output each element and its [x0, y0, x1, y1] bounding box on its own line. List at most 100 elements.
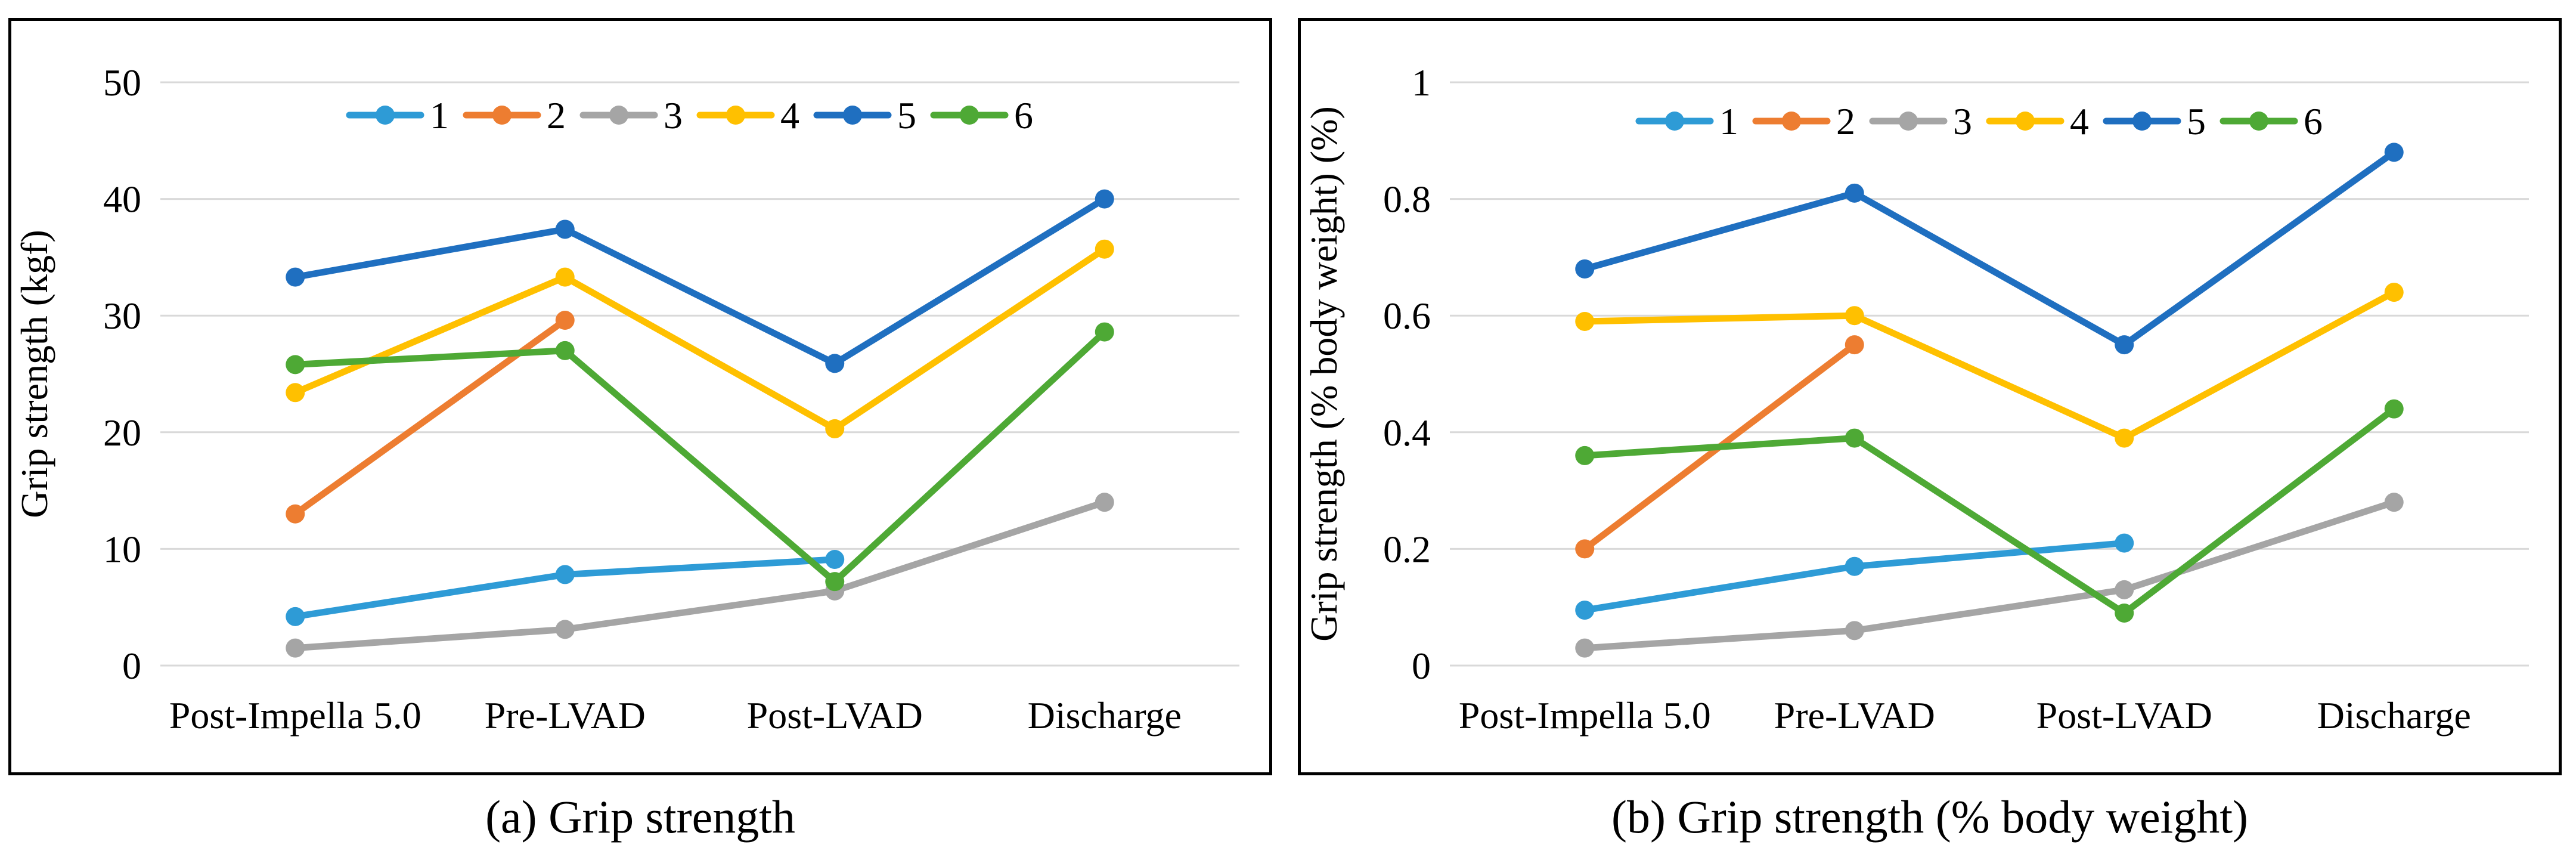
a-series-4-point [825, 419, 845, 438]
b-series-5 [1575, 143, 2404, 355]
b-legend-swatch-marker [1899, 112, 1918, 131]
a-ytick-label: 0 [122, 645, 141, 687]
b-series-6-point [2115, 603, 2134, 623]
chart-grip-strength: 0 10 20 30 40 50 Grip strength (kgf) Post-Impel… [13, 61, 1239, 737]
b-series-1 [1575, 533, 2134, 620]
b-xtick-label: Post-LVAD [2036, 694, 2212, 737]
b-series-6-point [1845, 428, 1864, 448]
b-xtick-label: Post-Impella 5.0 [1459, 694, 1711, 737]
b-legend-label: 2 [1836, 100, 1855, 143]
b-series-1-point [1845, 556, 1864, 576]
a-series-6-point [286, 355, 305, 375]
b-legend-label: 1 [1719, 100, 1738, 143]
b-ylabel: Grip strength (% body weight) (%) [1303, 106, 1345, 642]
a-series-5-point [555, 219, 575, 239]
a-series-2-point [286, 504, 305, 524]
a-legend: 1 2 3 4 5 6 [346, 94, 1033, 137]
a-series-4 [286, 239, 1114, 438]
b-legend-label: 6 [2304, 100, 2323, 143]
a-series-5-point [1095, 189, 1114, 209]
a-ytick-label: 20 [103, 412, 141, 454]
b-series-4-point [1845, 306, 1864, 326]
b-legend-swatch-marker [2016, 112, 2035, 131]
b-legend-label: 5 [2187, 100, 2206, 143]
a-series-1 [286, 550, 845, 626]
b-legend-swatch-marker [2132, 112, 2152, 131]
b-series-4-point [2384, 283, 2404, 302]
b-series-6 [1575, 399, 2404, 623]
b-legend-label: 3 [1953, 100, 1972, 143]
a-legend-swatch-marker [376, 106, 395, 125]
b-series-3-point [1575, 638, 1595, 658]
a-series-2-point [555, 311, 575, 330]
b-xtick-label: Discharge [2317, 694, 2471, 737]
a-series-3 [286, 493, 1114, 658]
a-ytick-label: 40 [103, 178, 141, 221]
a-series-4-point [286, 383, 305, 403]
a-ytick-label: 30 [103, 295, 141, 337]
b-series-2-point [1575, 539, 1595, 559]
a-series-1-point [555, 565, 575, 584]
a-series-2 [286, 311, 575, 524]
b-series-4-point [1575, 311, 1595, 331]
b-xtick-label: Pre-LVAD [1774, 694, 1935, 737]
a-legend-swatch-marker [609, 106, 628, 125]
b-ytick-label: 0 [1412, 645, 1431, 687]
a-series-5-point [286, 267, 305, 287]
a-series-4-point [555, 267, 575, 287]
b-series-3-point [2384, 493, 2404, 512]
a-series-4-line [292, 246, 1108, 432]
a-legend-swatch-marker [726, 106, 745, 125]
b-ytick-label: 1 [1412, 61, 1431, 104]
b-series-5-point [2384, 143, 2404, 162]
b-legend: 1 2 3 4 5 6 [1635, 100, 2323, 143]
a-series-5 [286, 189, 1114, 373]
a-series-4-point [1095, 239, 1114, 259]
a-legend-swatch-marker [492, 106, 512, 125]
b-series-5-point [2115, 335, 2134, 355]
b-series-3-point [1845, 621, 1864, 641]
b-series-5-point [1845, 183, 1864, 203]
b-legend-swatch-marker [1665, 112, 1684, 131]
b-ytick-label: 0.8 [1383, 178, 1431, 221]
a-series-6-point [555, 341, 575, 360]
chart-panel-grip-strength-body-weight: 0 0.2 0.4 0.6 0.8 1 Grip strength (% body weig… [1298, 18, 2562, 775]
b-series-3 [1575, 493, 2404, 658]
a-legend-label: 4 [780, 94, 799, 137]
b-series-4-point [2115, 428, 2134, 448]
a-legend-swatch-marker [843, 106, 862, 125]
a-xtick-label: Pre-LVAD [485, 694, 646, 737]
b-series-1-point [2115, 533, 2134, 553]
b-legend-swatch-marker [2249, 112, 2268, 131]
a-legend-label: 2 [547, 94, 566, 137]
b-series-5-line [1581, 148, 2398, 348]
b-series-5-point [1575, 259, 1595, 279]
b-series-6-point [2384, 399, 2404, 419]
a-legend-label: 3 [664, 94, 683, 137]
a-legend-label: 6 [1014, 94, 1033, 137]
a-ylabel: Grip strength (kgf) [13, 230, 55, 518]
b-series-3-point [2115, 580, 2134, 599]
b-legend-swatch-marker [1782, 112, 1801, 131]
a-series-1-point [286, 607, 305, 626]
b-series-1-point [1575, 601, 1595, 620]
a-series-3-point [1095, 493, 1114, 512]
a-series-6-point [1095, 322, 1114, 342]
chart-grip-strength-body-weight: 0 0.2 0.4 0.6 0.8 1 Grip strength (% body weig… [1303, 61, 2529, 737]
b-series-4 [1575, 283, 2404, 448]
a-xtick-label: Discharge [1028, 694, 1182, 737]
b-series-3-line [1581, 499, 2398, 652]
caption-b: (b) Grip strength (% body weight) [1611, 791, 2248, 843]
caption-a: (a) Grip strength [485, 791, 795, 843]
b-series-6-point [1575, 445, 1595, 465]
b-ytick-label: 0.2 [1383, 528, 1431, 570]
a-legend-swatch-marker [960, 106, 979, 125]
a-series-6-line [292, 329, 1108, 585]
a-series-3-point [286, 638, 305, 658]
a-legend-label: 5 [897, 94, 916, 137]
b-series-6-line [1581, 406, 2398, 617]
b-ytick-label: 0.6 [1383, 295, 1431, 337]
a-series-3-line [292, 499, 1108, 652]
a-xtick-label: Post-Impella 5.0 [169, 694, 421, 737]
b-series-4-line [1581, 289, 2398, 442]
